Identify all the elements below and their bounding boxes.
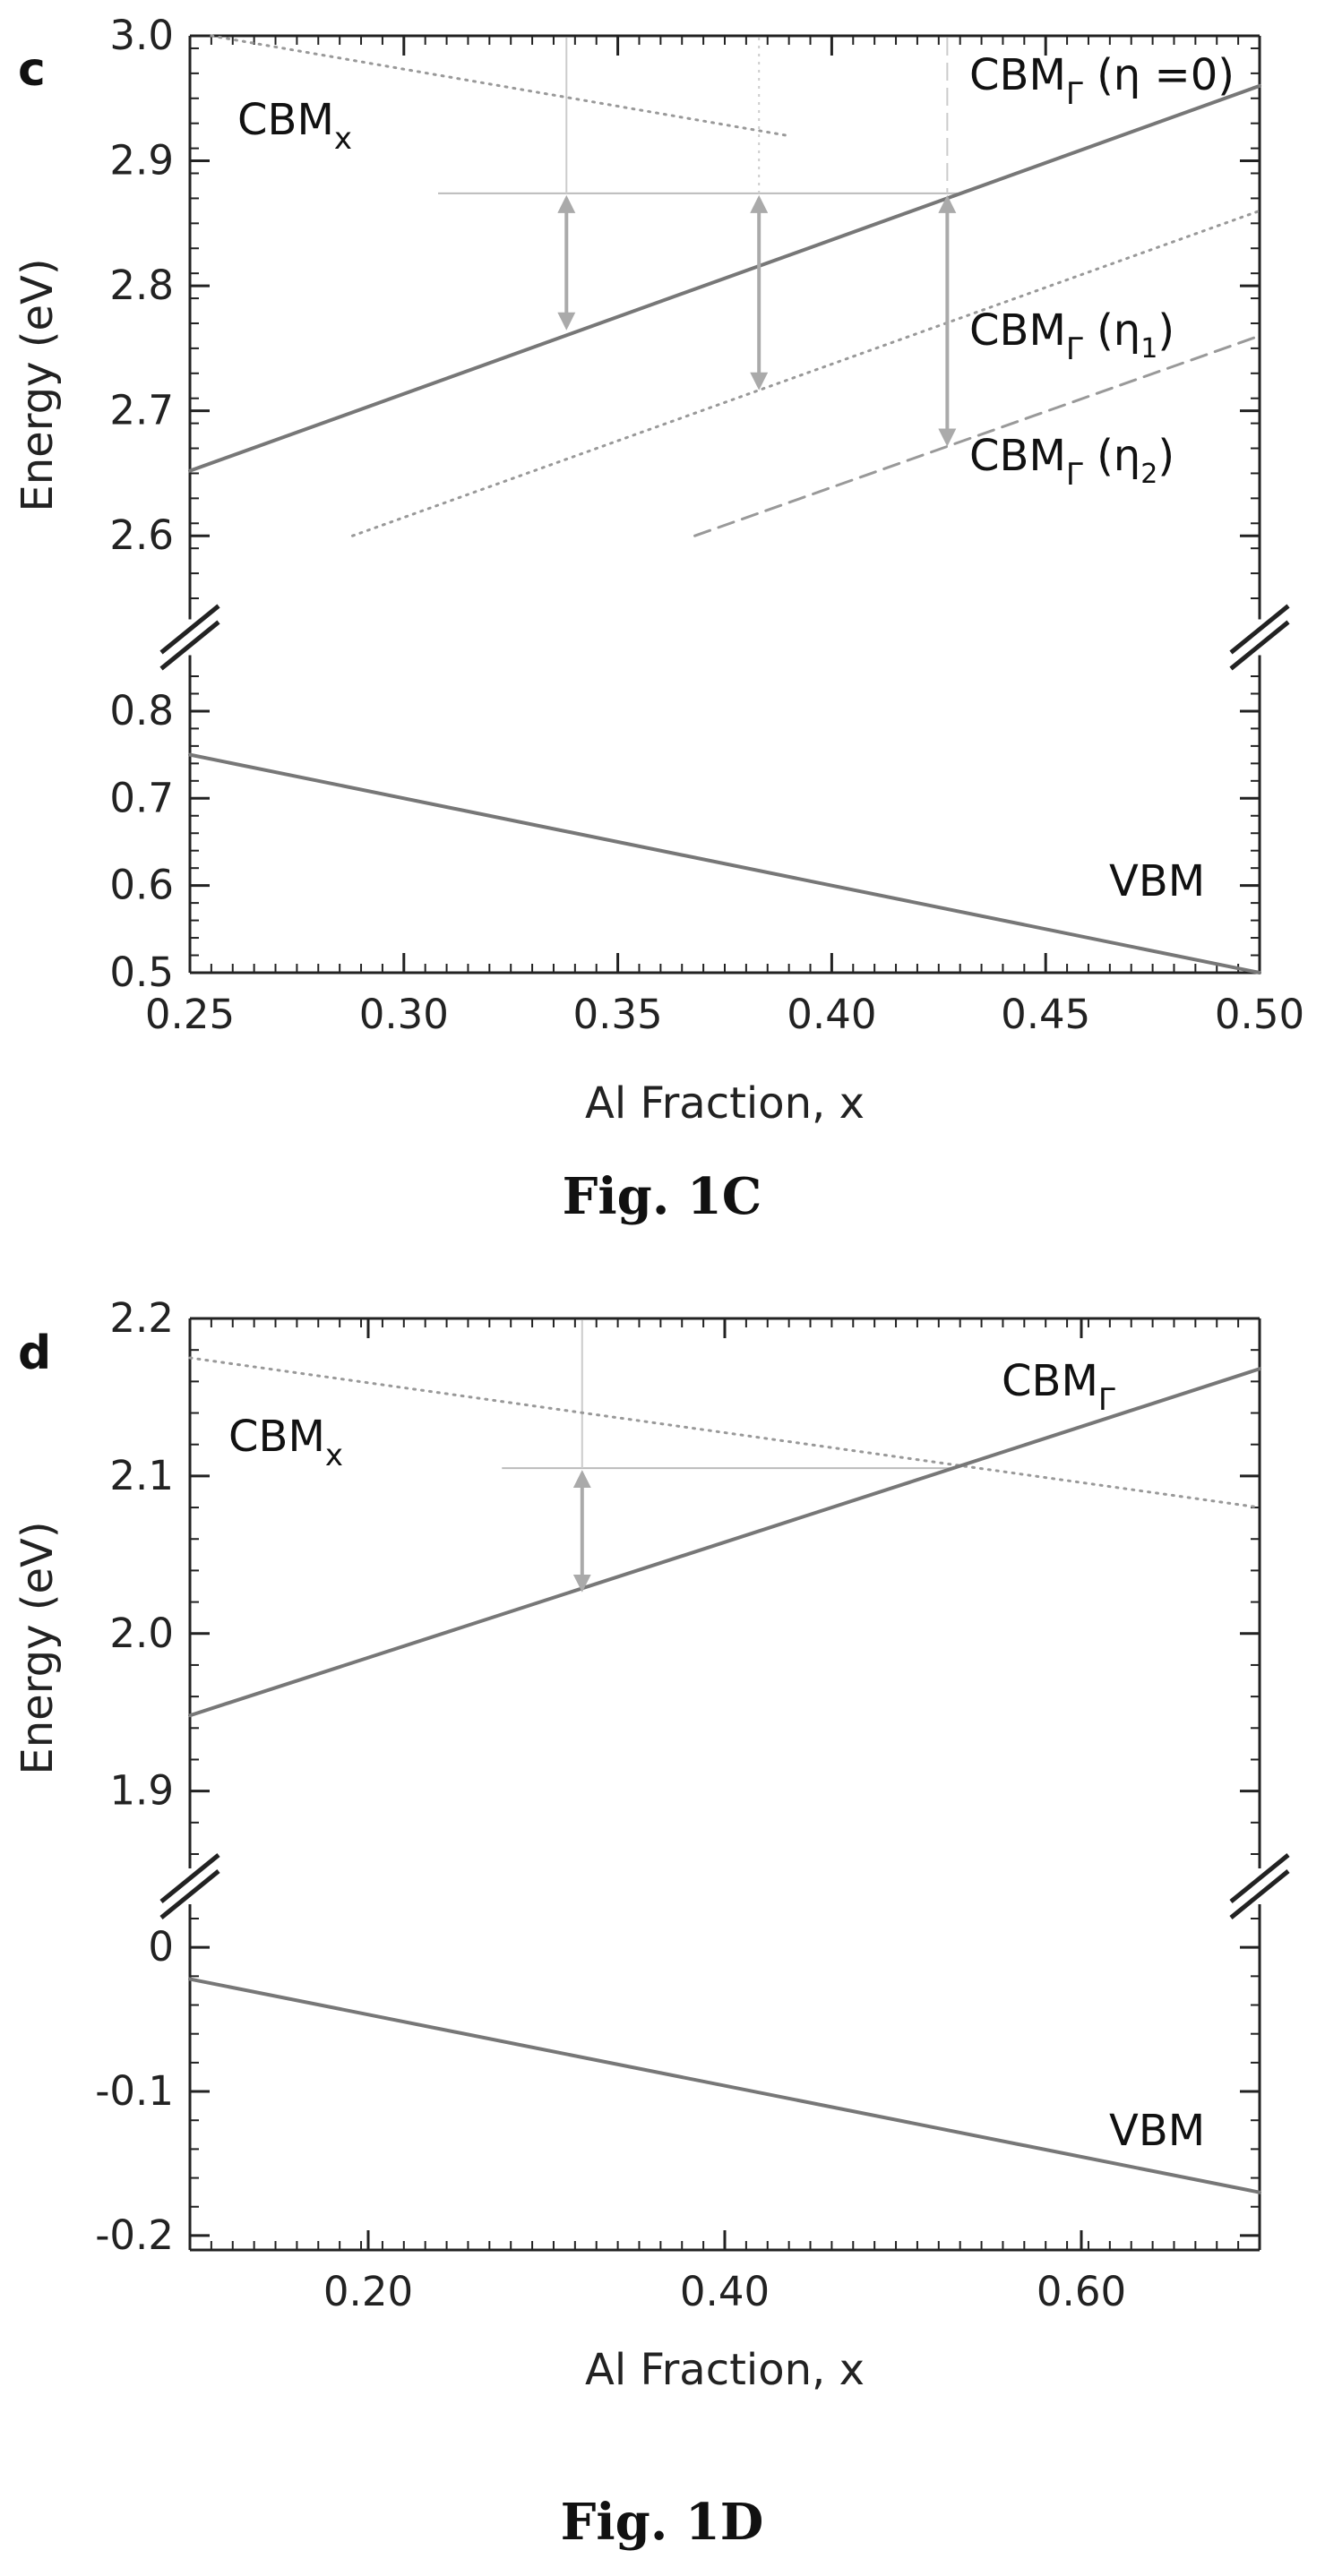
y-tick-label: 0.7 xyxy=(109,774,174,821)
series-label-name: CBM xyxy=(237,95,334,145)
series-line-1 xyxy=(188,1367,1261,1718)
series-label-name: CBM xyxy=(228,1412,325,1462)
x-tick-label: 0.30 xyxy=(359,991,449,1038)
series-label-0: CBMx xyxy=(237,95,352,157)
series-label-subscript: Γ xyxy=(1098,1382,1115,1418)
figure-caption: Fig. 1D xyxy=(561,2493,764,2552)
y-tick-label: 3.0 xyxy=(109,12,174,59)
x-tick-label: 0.20 xyxy=(323,2268,413,2315)
series-label-subscript: Γ xyxy=(1066,76,1083,112)
y-tick-label: 2.9 xyxy=(109,137,174,185)
y-tick-label: 2.8 xyxy=(109,262,174,309)
series-label-suffix: (η xyxy=(1083,431,1140,481)
axis-break-mark-left-0 xyxy=(159,604,220,655)
y-tick-label: 2.1 xyxy=(109,1452,174,1499)
series-label-suffix: (η xyxy=(1083,305,1140,356)
series-label-suffix-end: ) xyxy=(1157,431,1174,481)
y-tick-label: -0.2 xyxy=(95,2211,174,2259)
x-tick-label: 0.60 xyxy=(1037,2268,1126,2315)
y-tick-label: 0.8 xyxy=(109,687,174,734)
y-tick-label: 2.2 xyxy=(109,1294,174,1342)
series-line-2 xyxy=(350,209,1261,537)
series-label-name: CBM xyxy=(969,305,1066,356)
series-label-0: CBMx xyxy=(228,1412,343,1473)
x-tick-label: 0.50 xyxy=(1215,991,1304,1038)
series-label-subscript: Γ xyxy=(1066,331,1083,367)
series-label-2: CBMΓ (η1) xyxy=(969,305,1174,367)
y-tick-label: 2.6 xyxy=(109,511,174,559)
y-tick-label: 0 xyxy=(148,1923,174,1971)
axis-break-mark-right-0 xyxy=(1229,604,1290,655)
y-tick-label: 0.6 xyxy=(109,862,174,909)
series-line-3 xyxy=(693,334,1261,537)
y-tick-label: 1.9 xyxy=(109,1767,174,1815)
series-label-2: VBM xyxy=(1109,2106,1205,2156)
x-tick-label: 0.35 xyxy=(572,991,662,1038)
axis-break-mark-right-1 xyxy=(1229,620,1290,671)
series-label-subscript: x xyxy=(334,121,352,157)
series-line-4 xyxy=(188,752,1261,975)
panel-letter: d xyxy=(18,1327,51,1380)
x-axis-title: Al Fraction, x xyxy=(585,1078,865,1129)
axis-break-mark-left-1 xyxy=(159,620,220,671)
y-tick-label: -0.1 xyxy=(95,2067,174,2115)
x-tick-label: 0.45 xyxy=(1001,991,1090,1038)
series-label-name: CBM xyxy=(969,50,1066,100)
y-tick-label: 0.5 xyxy=(109,949,174,996)
series-label-suffix-subscript: 1 xyxy=(1140,333,1157,365)
series-label-name: VBM xyxy=(1109,2106,1205,2156)
x-tick-label: 0.25 xyxy=(145,991,235,1038)
axis-break-mark-left-0 xyxy=(159,1853,220,1903)
axis-break-mark-right-0 xyxy=(1229,1853,1290,1903)
series-label-3: CBMΓ (η2) xyxy=(969,431,1174,493)
series-label-subscript: x xyxy=(325,1438,343,1473)
series-label-suffix-subscript: 2 xyxy=(1140,459,1157,490)
panel-letter: c xyxy=(18,43,46,97)
series-label-subscript: Γ xyxy=(1066,457,1083,493)
series-line-1 xyxy=(188,83,1261,473)
y-tick-label: 2.7 xyxy=(109,387,174,434)
axis-break-mark-right-1 xyxy=(1229,1869,1290,1919)
series-line-0 xyxy=(210,34,791,138)
panel-c: 0.25 0.30 0.35 0.40 0.45 0.50 2.6 2.7 2.8 2.9 3.0 0… xyxy=(13,12,1304,1226)
series-label-name: VBM xyxy=(1109,856,1205,906)
series-line-2 xyxy=(188,1977,1261,2194)
series-line-0 xyxy=(188,1356,1261,1509)
series-label-name: CBM xyxy=(1002,1356,1098,1406)
series-label-suffix: (η =0) xyxy=(1083,50,1235,100)
series-label-1: CBMΓ (η =0) xyxy=(969,50,1235,112)
x-tick-label: 0.40 xyxy=(680,2268,770,2315)
y-tick-label: 2.0 xyxy=(109,1610,174,1657)
figure-caption: Fig. 1C xyxy=(563,1167,762,1226)
panel-d: 0.20 0.40 0.601.92.02.12.2-0.2-0.10CBMxCBM… xyxy=(13,1294,1290,2552)
x-tick-label: 0.40 xyxy=(787,991,876,1038)
series-label-name: CBM xyxy=(969,431,1066,481)
series-label-1: CBMΓ xyxy=(1002,1356,1115,1418)
series-label-4: VBM xyxy=(1109,856,1205,906)
y-axis-title: Energy (eV) xyxy=(13,258,63,511)
axis-break-mark-left-1 xyxy=(159,1869,220,1919)
x-axis-title: Al Fraction, x xyxy=(585,2345,865,2395)
y-axis-title: Energy (eV) xyxy=(13,1521,63,1774)
series-label-suffix-end: ) xyxy=(1157,305,1174,356)
